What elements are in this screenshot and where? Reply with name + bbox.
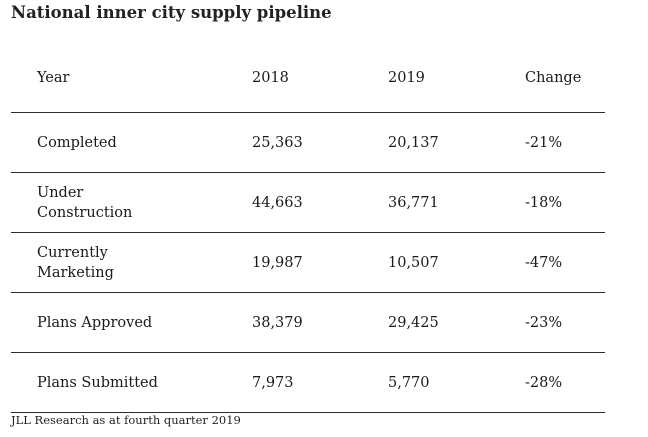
value-2018: 38,379	[252, 314, 303, 331]
value-2018: 25,363	[252, 134, 303, 151]
row-label: Under Construction	[37, 184, 133, 221]
source-note: JLL Research as at fourth quarter 2019	[11, 413, 241, 427]
table-row: Currently Marketing 19,987 10,507 -47%	[11, 233, 605, 293]
value-2019: 20,137	[388, 134, 439, 151]
value-2019: 10,507	[388, 254, 439, 271]
header-change: Change	[525, 70, 582, 86]
value-2018: 7,973	[252, 374, 294, 391]
value-change: -47%	[525, 254, 563, 271]
row-label: Completed	[37, 134, 117, 151]
table-row: Under Construction 44,663 36,771 -18%	[11, 173, 605, 233]
header-2018: 2018	[252, 70, 289, 86]
value-2018: 19,987	[252, 254, 303, 271]
value-2019: 29,425	[388, 314, 439, 331]
table-row: Completed 25,363 20,137 -21%	[11, 113, 605, 173]
value-change: -18%	[525, 194, 563, 211]
table-row: Plans Approved 38,379 29,425 -23%	[11, 293, 605, 353]
value-2019: 36,771	[388, 194, 439, 211]
value-change: -28%	[525, 374, 563, 391]
supply-pipeline-table: Year 2018 2019 Change Completed 25,363 2…	[11, 48, 605, 413]
header-2019: 2019	[388, 70, 425, 86]
table-title: National inner city supply pipeline	[11, 3, 332, 22]
row-label: Plans Approved	[37, 314, 153, 331]
table-row: Plans Submitted 7,973 5,770 -28%	[11, 353, 605, 413]
value-change: -21%	[525, 134, 563, 151]
row-label: Currently Marketing	[37, 244, 114, 281]
value-2018: 44,663	[252, 194, 303, 211]
table-header-row: Year 2018 2019 Change	[11, 48, 605, 113]
value-2019: 5,770	[388, 374, 430, 391]
header-year: Year	[37, 70, 70, 86]
value-change: -23%	[525, 314, 563, 331]
row-label: Plans Submitted	[37, 374, 158, 391]
